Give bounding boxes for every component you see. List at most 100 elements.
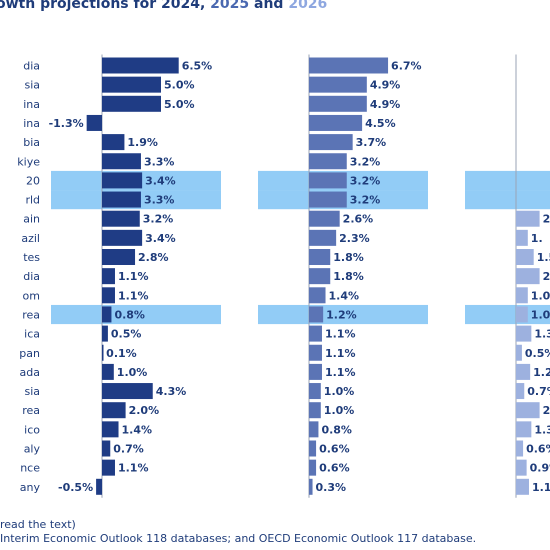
value-label-2025: 0.6% [319, 443, 350, 456]
value-label-2025: 0.6% [319, 462, 350, 475]
bar-2026 [516, 421, 532, 438]
country-label: dia [23, 60, 40, 73]
value-label-2026: 2 [543, 213, 550, 226]
bar-2026 [516, 249, 534, 265]
value-label-2026: 0.9% [530, 462, 550, 475]
value-label-2026: 1.5 [537, 251, 550, 264]
country-label: rea [22, 404, 40, 417]
value-label-2024: 0.8% [114, 308, 145, 321]
chart-source: Interim Economic Outlook 118 databases; … [0, 532, 477, 545]
bar-2024 [102, 383, 153, 400]
highlight-band [465, 170, 550, 191]
value-label-2026: 0.7% [527, 385, 550, 398]
bar-2024 [102, 229, 143, 246]
bar-2026 [516, 268, 540, 285]
bar-2025 [309, 249, 331, 265]
bar-2025 [309, 57, 389, 74]
bar-2026 [516, 210, 540, 227]
bar-2024 [102, 57, 179, 74]
value-label-2026: 0.6% [526, 443, 550, 456]
value-label-2024: 3.2% [143, 213, 174, 226]
value-label-2025: 1.0% [324, 385, 355, 398]
value-label-2025: 3.2% [350, 155, 381, 168]
value-label-2024: 2.8% [138, 251, 169, 264]
chart-note: read the text) [0, 518, 76, 531]
value-label-2025: 1.1% [325, 328, 356, 341]
bar-2024 [102, 440, 111, 457]
country-label: tes [23, 251, 40, 264]
value-label-2025: 1.0% [324, 404, 355, 417]
bar-2026 [516, 344, 522, 361]
country-label: ain [23, 213, 40, 226]
bar-2025 [309, 76, 367, 93]
value-label-2025: 0.8% [321, 423, 352, 436]
title-and: and [249, 0, 289, 12]
country-label: pan [19, 347, 40, 360]
labels: dia sia ina ina bia kiye 20 rld ain azil tes dia om r… [17, 60, 550, 494]
country-label: sia [24, 385, 40, 398]
value-label-2025: 2.6% [343, 213, 374, 226]
bar-2024 [102, 268, 115, 285]
value-label-2025: 1.8% [333, 251, 364, 264]
value-label-2024: 0.5% [111, 328, 142, 341]
bar-2024 [102, 134, 125, 151]
bar-2024 [102, 95, 161, 112]
bar-2024 [102, 153, 141, 170]
value-label-2025: 2.3% [339, 232, 370, 245]
value-label-2026: 1.3 [534, 423, 550, 436]
value-label-2026: 1.0 [531, 308, 550, 321]
title-prefix: owth projections for [0, 0, 161, 12]
bar-2026 [516, 440, 524, 457]
value-label-2024: 0.1% [106, 347, 137, 360]
bar-2025 [309, 402, 321, 419]
value-label-2024: 6.5% [182, 60, 213, 73]
bar-2024 [102, 306, 112, 323]
value-label-2025: 4.9% [370, 79, 401, 92]
value-label-2024: 5.0% [164, 98, 195, 111]
bar-2026 [516, 478, 529, 495]
value-label-2024: -0.5% [58, 481, 93, 494]
growth-bar-chart: dia sia ina ina bia kiye 20 rld ain azil tes dia om r… [17, 54, 550, 498]
bar-2024 [102, 191, 141, 208]
bar-2026 [516, 402, 540, 419]
bars [86, 57, 540, 495]
value-label-2024: 1.1% [118, 462, 149, 475]
country-label: ica [24, 328, 40, 341]
value-label-2025: 3.2% [350, 194, 381, 207]
value-label-2025: 1.1% [325, 366, 356, 379]
highlight-band [465, 190, 550, 210]
value-label-2024: 3.3% [144, 155, 175, 168]
title-year-2024: 2024 [161, 0, 200, 12]
bar-2025 [309, 344, 322, 361]
bar-2025 [309, 95, 367, 112]
value-label-2024: 1.9% [127, 136, 158, 149]
bar-2024 [102, 459, 115, 476]
bar-2025 [309, 153, 347, 170]
country-label: ina [23, 98, 40, 111]
value-label-2026: 1.1 [532, 481, 550, 494]
bar-2024 [102, 421, 119, 438]
value-label-2025: 3.7% [356, 136, 387, 149]
bar-2025 [309, 306, 324, 323]
country-label: ada [20, 366, 40, 379]
country-label: sia [24, 79, 40, 92]
bar-2024 [102, 344, 104, 361]
title-year-2026: 2026 [288, 0, 328, 12]
value-label-2026: 1.2 [533, 366, 550, 379]
value-label-2024: 1.4% [122, 423, 153, 436]
bar-2026 [516, 383, 525, 400]
value-label-2025: 3.2% [350, 174, 381, 187]
country-label: ina [23, 117, 40, 130]
bar-2025 [309, 268, 331, 285]
value-label-2025: 4.5% [365, 117, 396, 130]
value-label-2024: 1.0% [117, 366, 148, 379]
bar-2025 [309, 478, 313, 495]
country-label: ico [24, 423, 40, 436]
country-label: bia [23, 136, 40, 149]
value-label-2024: 4.3% [156, 385, 187, 398]
highlight-band [465, 304, 550, 325]
value-label-2025: 6.7% [391, 60, 422, 73]
value-label-2026: 1. [531, 232, 543, 245]
country-label: nce [20, 462, 40, 475]
country-label: rld [25, 194, 40, 207]
